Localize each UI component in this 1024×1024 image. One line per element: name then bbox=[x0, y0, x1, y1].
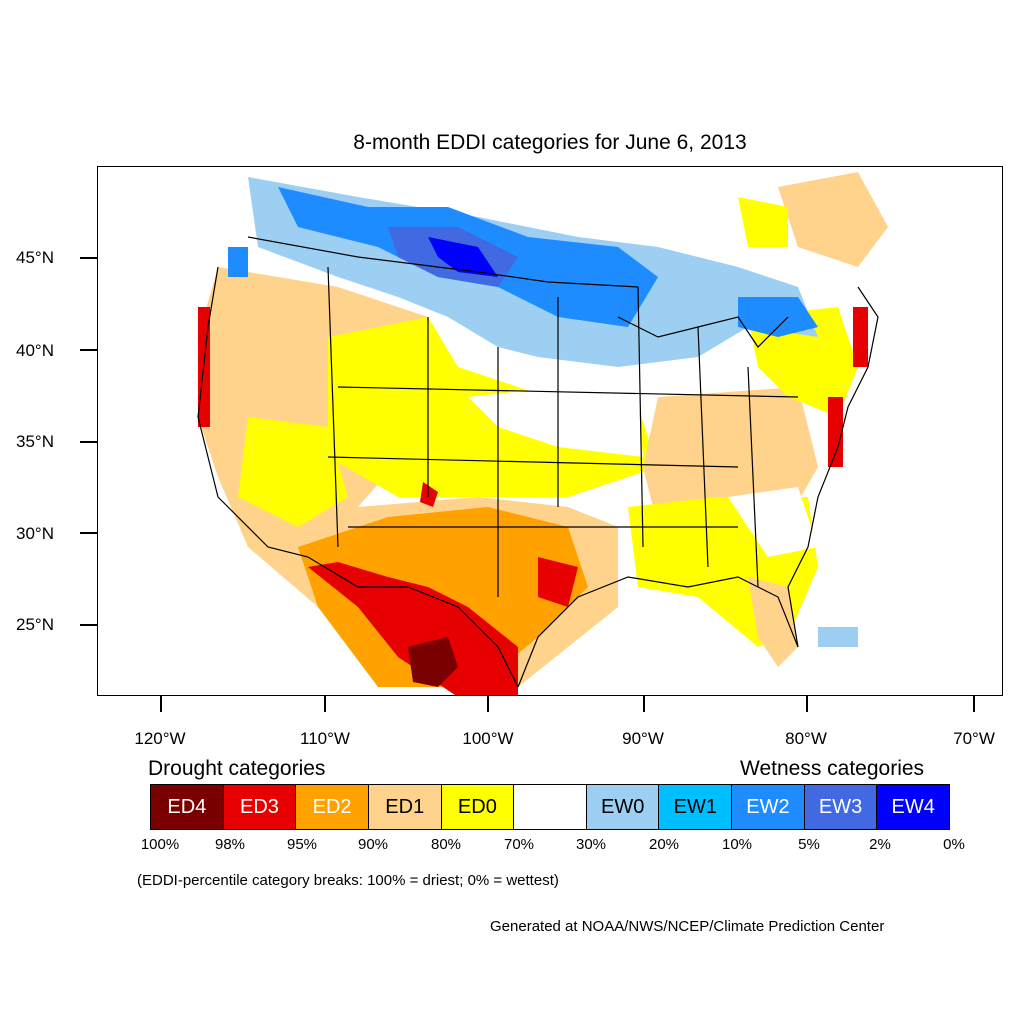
legend-swatch-ew1: EW1 bbox=[659, 785, 733, 829]
lat-label-25: 25°N bbox=[16, 615, 54, 634]
credit-line: Generated at NOAA/NWS/NCEP/Climate Predi… bbox=[490, 918, 885, 935]
lon-tick bbox=[643, 696, 645, 712]
legend-swatch-ed1: ED1 bbox=[368, 785, 442, 829]
lat-label-30: 30°N bbox=[16, 524, 54, 543]
lon-label-110: 110°W bbox=[300, 729, 350, 748]
break-label: 5% bbox=[798, 836, 820, 853]
lat-tick bbox=[80, 624, 97, 626]
category-legend-bar: ED4 ED3 ED2 ED1 ED0 EW0 EW1 EW2 EW3 EW4 bbox=[150, 784, 950, 830]
lon-tick bbox=[324, 696, 326, 712]
lat-label-35: 35°N bbox=[16, 432, 54, 451]
lat-tick bbox=[80, 257, 97, 259]
break-label: 80% bbox=[430, 836, 462, 853]
lat-label-40: 40°N bbox=[16, 341, 54, 360]
legend-swatch-ew3: EW3 bbox=[804, 785, 878, 829]
drought-wetness-fill bbox=[198, 172, 888, 695]
lon-label-100: 100°W bbox=[462, 729, 514, 748]
eddi-map bbox=[98, 167, 1002, 695]
lon-label-70: 70°W bbox=[953, 729, 995, 748]
break-label: 100% bbox=[140, 836, 180, 853]
break-label: 98% bbox=[214, 836, 246, 853]
lon-tick bbox=[160, 696, 162, 712]
lon-label-80: 80°W bbox=[785, 729, 827, 748]
lat-tick bbox=[80, 441, 97, 443]
lon-label-90: 90°W bbox=[622, 729, 664, 748]
legend-swatch-ew0: EW0 bbox=[586, 785, 660, 829]
legend-swatch-ed3: ED3 bbox=[223, 785, 297, 829]
break-label: 2% bbox=[869, 836, 891, 853]
drought-legend-title: Drought categories bbox=[148, 757, 326, 780]
legend-swatch-ew2: EW2 bbox=[732, 785, 805, 829]
legend-swatch-ed4: ED4 bbox=[151, 785, 224, 829]
break-label: 90% bbox=[357, 836, 389, 853]
break-label: 20% bbox=[648, 836, 680, 853]
wetness-legend-title: Wetness categories bbox=[740, 757, 925, 780]
legend-swatch-neutral bbox=[514, 785, 587, 829]
lon-tick bbox=[487, 696, 489, 712]
category-breaks-note: (EDDI-percentile category breaks: 100% =… bbox=[137, 872, 559, 889]
legend-swatch-ew4: EW4 bbox=[877, 785, 950, 829]
lon-tick bbox=[973, 696, 975, 712]
legend-swatch-ed2: ED2 bbox=[296, 785, 369, 829]
lon-label-120: 120°W bbox=[134, 729, 186, 748]
break-label: 10% bbox=[721, 836, 753, 853]
map-frame bbox=[97, 166, 1003, 696]
lon-tick bbox=[806, 696, 808, 712]
legend-swatch-ed0: ED0 bbox=[441, 785, 515, 829]
lat-tick bbox=[80, 532, 97, 534]
map-title: 8-month EDDI categories for June 6, 2013 bbox=[353, 131, 747, 154]
break-label: 0% bbox=[943, 836, 965, 853]
break-label: 70% bbox=[503, 836, 535, 853]
lat-label-45: 45°N bbox=[16, 248, 54, 267]
break-label: 30% bbox=[575, 836, 607, 853]
break-label: 95% bbox=[286, 836, 318, 853]
lat-tick bbox=[80, 349, 97, 351]
country-state-outlines bbox=[197, 236, 879, 688]
